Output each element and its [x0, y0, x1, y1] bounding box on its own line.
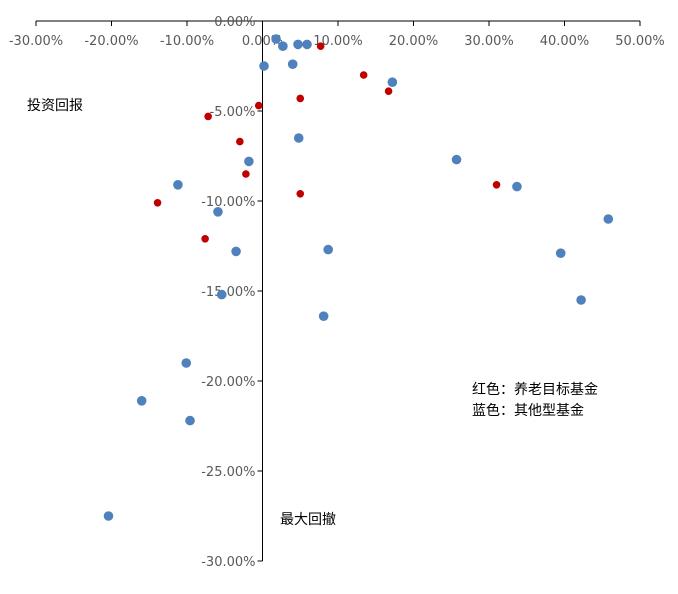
data-point-red — [201, 235, 209, 243]
data-point-blue — [216, 289, 227, 300]
y-tick-label: -25.00% — [201, 465, 255, 480]
data-point-red — [316, 42, 325, 50]
x-axis-title: 投资回报 — [27, 98, 83, 114]
data-point-red — [384, 87, 393, 95]
data-points — [103, 34, 614, 521]
y-tick-label: -20.00% — [201, 375, 255, 390]
data-point-blue — [603, 214, 614, 224]
data-point-red — [296, 190, 305, 198]
data-point-red — [296, 94, 305, 103]
y-tick-label: -5.00% — [210, 105, 256, 120]
data-point-red — [153, 199, 162, 207]
data-point-blue — [576, 295, 586, 305]
data-point-blue — [278, 41, 288, 51]
x-tick-label: 40.00% — [540, 34, 590, 49]
data-point-blue — [136, 396, 147, 406]
data-point-blue — [451, 154, 462, 165]
data-point-blue — [271, 34, 281, 44]
x-tick-label: -10.00% — [160, 34, 214, 49]
data-point-blue — [387, 77, 398, 87]
y-tick-label: 0.00% — [214, 15, 255, 30]
data-point-blue — [302, 39, 312, 50]
data-point-red — [236, 137, 244, 146]
y-tick-label: -10.00% — [201, 195, 255, 210]
data-point-blue — [323, 244, 333, 255]
data-point-blue — [555, 248, 566, 258]
data-point-blue — [231, 246, 241, 257]
data-point-red — [242, 170, 250, 178]
y-tick-label: -15.00% — [201, 285, 255, 300]
data-point-blue — [287, 59, 298, 69]
data-point-red — [492, 181, 501, 189]
data-point-red — [359, 71, 368, 79]
data-point-blue — [185, 415, 195, 426]
data-point-blue — [173, 180, 183, 190]
data-point-red — [204, 112, 212, 121]
data-point-blue — [293, 39, 303, 50]
y-tick-label: -30.00% — [201, 555, 255, 570]
data-point-blue — [259, 61, 269, 71]
data-point-red — [254, 101, 263, 110]
x-tick-label: 20.00% — [389, 34, 439, 49]
data-point-blue — [318, 311, 329, 322]
x-tick-label: -30.00% — [9, 34, 63, 49]
legend-line-blue: 蓝色：其他型基金 — [472, 402, 584, 419]
data-point-blue — [512, 181, 522, 192]
x-tick-label: -20.00% — [84, 34, 138, 49]
x-tick-label: 30.00% — [464, 34, 514, 49]
x-tick-label: 50.00% — [615, 34, 665, 49]
y-axis-title: 最大回撤 — [280, 512, 336, 528]
x-tick-label: 10.00% — [313, 34, 363, 49]
data-point-blue — [103, 511, 114, 521]
data-point-blue — [244, 156, 254, 167]
data-point-blue — [213, 207, 223, 217]
legend-line-red: 红色：养老目标基金 — [472, 381, 598, 398]
data-point-blue — [293, 133, 304, 143]
data-point-blue — [181, 358, 192, 368]
axes: -30.00% -20.00% -10.00% 0.00% 10.00% 20.00% 30… — [9, 15, 665, 570]
